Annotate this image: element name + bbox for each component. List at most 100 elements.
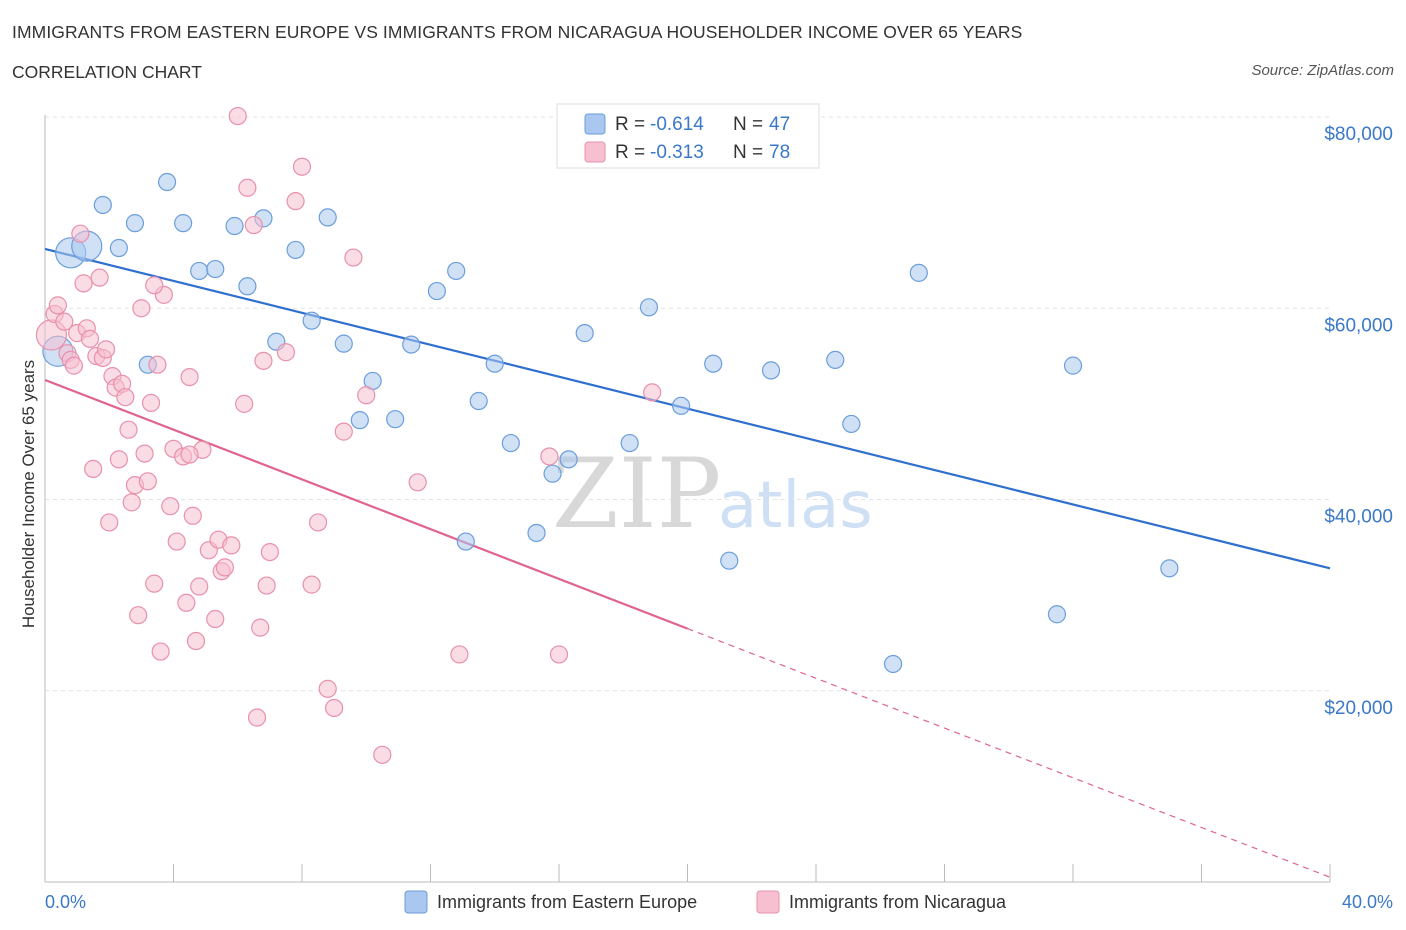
point-eastern-europe-27 (485, 354, 504, 373)
point-nicaragua-9 (74, 274, 93, 293)
point-nicaragua-68 (357, 386, 376, 405)
point-eastern-europe-24 (447, 261, 466, 281)
point-nicaragua-31 (145, 574, 164, 593)
trend-line-nicaragua (44, 378, 688, 630)
point-nicaragua-57 (257, 576, 276, 595)
point-nicaragua-65 (325, 698, 344, 718)
bottom-legend-label-eastern-europe: Immigrants from Eastern Europe (437, 892, 697, 912)
point-nicaragua-71 (450, 645, 469, 664)
point-nicaragua-6 (64, 356, 84, 375)
bottom-legend-swatch-nicaragua (756, 890, 780, 914)
point-eastern-europe-3 (93, 195, 112, 215)
point-nicaragua-55 (251, 618, 270, 637)
point-eastern-europe-40 (826, 350, 845, 369)
point-nicaragua-63 (308, 513, 328, 532)
axes (44, 115, 1331, 883)
point-nicaragua-11 (80, 329, 100, 348)
point-nicaragua-77 (180, 445, 199, 464)
y-tick-label-1: $40,000 (1324, 507, 1393, 528)
point-nicaragua-53 (244, 215, 263, 235)
point-nicaragua-41 (183, 506, 202, 525)
point-nicaragua-28 (135, 444, 154, 463)
point-nicaragua-37 (167, 532, 186, 551)
point-nicaragua-43 (190, 577, 209, 596)
chart-title: IMMIGRANTS FROM EASTERN EUROPE VS IMMIGR… (12, 22, 1023, 42)
point-eastern-europe-7 (157, 172, 177, 192)
x-tick-labels: 0.0% 40.0% (45, 892, 1393, 912)
point-eastern-europe-23 (427, 281, 447, 301)
point-nicaragua-39 (177, 593, 196, 612)
point-eastern-europe-11 (225, 216, 244, 236)
point-eastern-europe-42 (883, 654, 903, 674)
point-nicaragua-73 (549, 645, 569, 664)
point-nicaragua-33 (151, 642, 170, 661)
point-nicaragua-27 (132, 299, 151, 318)
point-nicaragua-8 (71, 224, 90, 243)
legend-n-value-1: 47 (769, 114, 790, 135)
y-tick-label-0: $20,000 (1324, 698, 1393, 719)
point-eastern-europe-34 (639, 298, 659, 317)
point-eastern-europe-46 (1160, 559, 1179, 578)
bottom-legend-swatch-eastern-europe (404, 890, 428, 914)
y-tick-labels: $20,000 $40,000 $60,000 $80,000 (1324, 124, 1393, 719)
legend-r-label-2: R = (615, 142, 645, 163)
point-nicaragua-74 (643, 383, 662, 402)
point-nicaragua-46 (206, 609, 225, 629)
legend-n-value-2: 78 (769, 142, 790, 163)
point-nicaragua-64 (318, 679, 337, 698)
point-nicaragua-42 (186, 631, 206, 651)
point-eastern-europe-16 (302, 311, 321, 330)
legend-r-label-1: R = (615, 114, 645, 135)
y-axis-title: Householder Income Over 65 years (19, 360, 38, 628)
point-eastern-europe-43 (909, 263, 928, 282)
point-eastern-europe-39 (761, 361, 781, 380)
point-nicaragua-50 (222, 536, 241, 555)
point-eastern-europe-4 (109, 238, 128, 258)
point-nicaragua-16 (96, 340, 116, 359)
point-eastern-europe-41 (842, 414, 861, 434)
point-nicaragua-14 (90, 268, 109, 287)
point-nicaragua-58 (260, 542, 279, 562)
y-tick-label-3: $80,000 (1324, 124, 1393, 145)
point-nicaragua-35 (161, 497, 180, 516)
point-nicaragua-51 (235, 394, 254, 413)
x-tick-label-max: 40.0% (1342, 892, 1393, 912)
point-nicaragua-22 (116, 388, 135, 407)
point-eastern-europe-5 (125, 214, 145, 233)
point-nicaragua-60 (286, 192, 305, 211)
point-nicaragua-67 (344, 248, 363, 267)
bottom-legend: Immigrants from Eastern Europe Immigrant… (404, 890, 1007, 914)
point-nicaragua-17 (100, 513, 119, 532)
legend-r-value-1: -0.614 (650, 114, 704, 135)
point-nicaragua-54 (247, 708, 267, 727)
point-eastern-europe-35 (671, 396, 691, 415)
watermark-atlas: atlas (718, 469, 873, 543)
trend-lines (44, 247, 1331, 878)
point-eastern-europe-25 (456, 532, 475, 551)
point-eastern-europe-18 (334, 334, 353, 353)
point-nicaragua-2 (48, 296, 67, 315)
watermark: ZIP atlas (552, 438, 873, 550)
point-nicaragua-70 (408, 473, 427, 492)
point-nicaragua-3 (55, 312, 74, 331)
point-eastern-europe-15 (286, 240, 305, 260)
point-nicaragua-72 (540, 447, 559, 466)
point-nicaragua-52 (238, 178, 257, 197)
point-nicaragua-62 (302, 575, 321, 594)
chart-subtitle: CORRELATION CHART (12, 62, 202, 82)
legend-swatch-eastern-europe (584, 113, 606, 135)
y-tick-label-2: $60,000 (1324, 315, 1393, 336)
point-eastern-europe-28 (501, 433, 520, 453)
point-eastern-europe-19 (350, 411, 369, 430)
point-nicaragua-12 (84, 459, 103, 478)
point-nicaragua-61 (292, 157, 312, 176)
point-eastern-europe-22 (402, 335, 421, 354)
point-nicaragua-49 (215, 558, 234, 577)
point-eastern-europe-9 (190, 261, 209, 281)
legend-n-label-1: N = (733, 114, 763, 135)
data-points (35, 106, 1179, 764)
point-eastern-europe-32 (575, 324, 594, 343)
point-eastern-europe-12 (238, 277, 257, 296)
point-eastern-europe-10 (206, 259, 225, 279)
